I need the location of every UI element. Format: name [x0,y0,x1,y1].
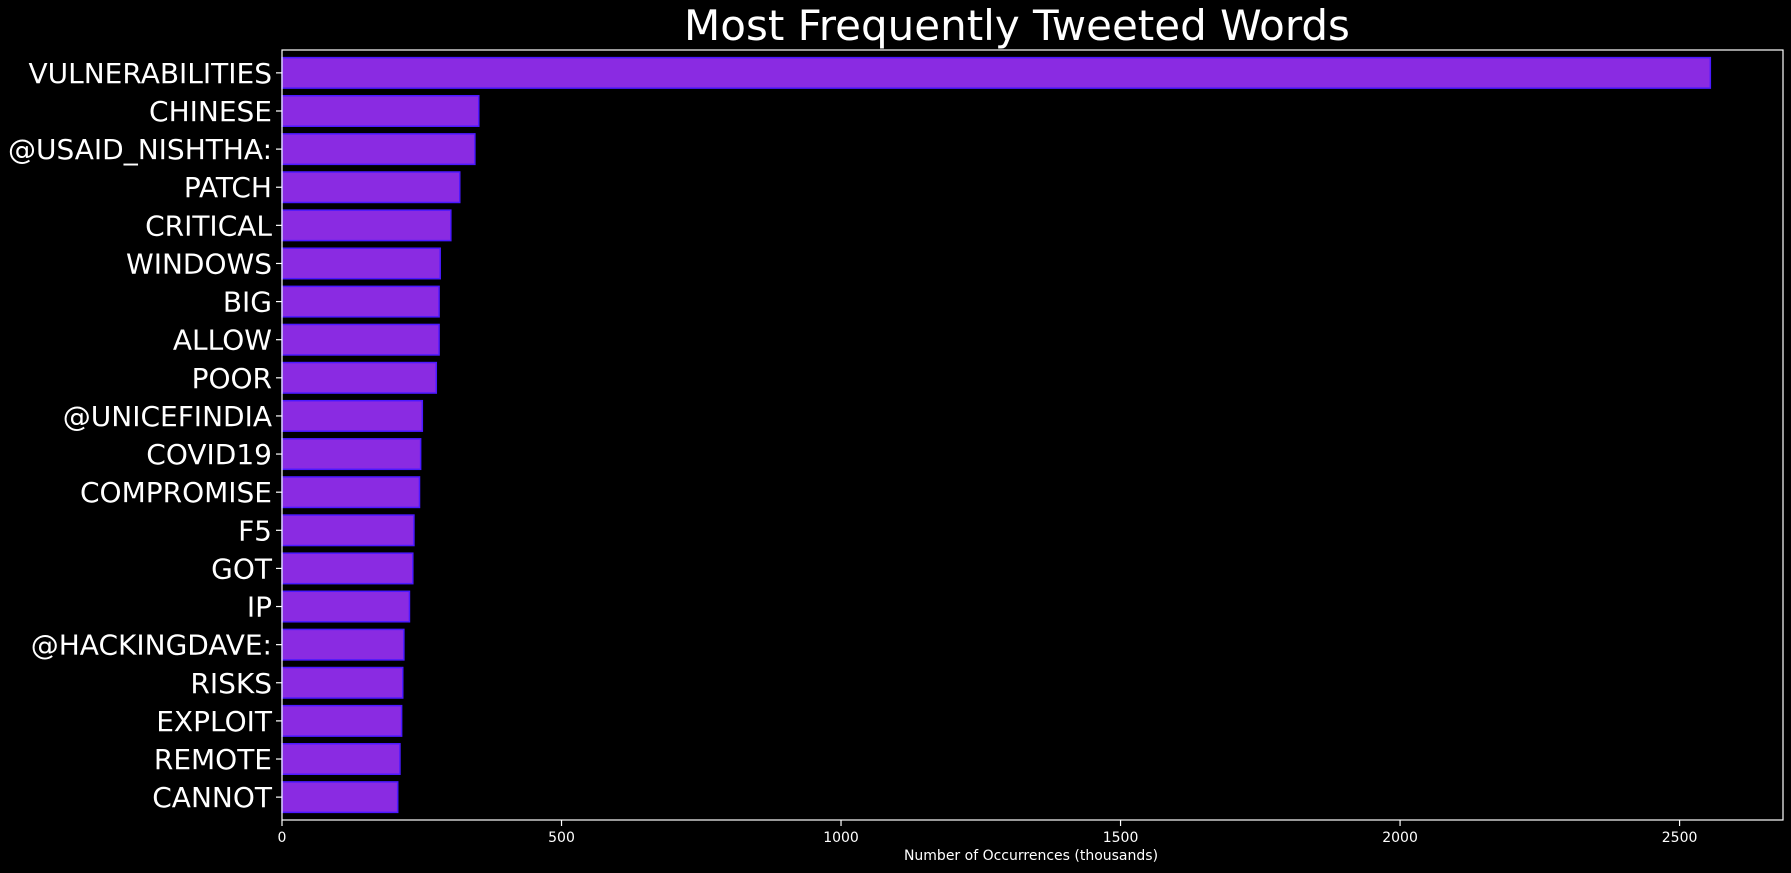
x-tick-label: 1500 [1103,830,1139,846]
bar [281,247,441,280]
y-tick-label: VULNERABILITIES [28,57,272,90]
y-tick-label: PATCH [184,171,272,204]
y-tick-label: POOR [192,362,272,395]
bar [281,666,404,699]
axes-frame [281,49,1784,821]
y-tick-label: CHINESE [149,95,272,128]
y-tick-label: IP [247,591,272,624]
y-tick-label: ALLOW [173,324,272,357]
y-tick-label: BIG [223,286,272,319]
bar [281,514,415,547]
bar [281,209,452,242]
x-tick-label: 0 [278,830,287,846]
y-tick-label: RISKS [190,667,272,700]
y-tick-label: EXPLOIT [156,705,273,738]
bar [281,94,480,127]
bar [281,171,461,204]
y-tick-label: @UNICEFINDIA [63,400,272,433]
y-tick-label: WINDOWS [126,247,272,280]
y-tick-label: COMPROMISE [80,476,272,509]
y-tick-label: REMOTE [154,743,272,776]
bars-group [281,56,1712,814]
x-tick-label: 2500 [1662,830,1698,846]
bar [281,552,414,585]
bar [281,476,421,509]
bar [281,781,399,814]
x-tick-label: 2000 [1382,830,1418,846]
bar [281,704,403,737]
y-tick-label: F5 [238,514,272,547]
x-axis-label: Number of Occurrences (thousands) [904,848,1158,864]
x-axis-ticks: 0 500 1000 1500 2000 2500 [278,820,1698,846]
bar [281,361,438,394]
x-tick-label: 500 [548,830,575,846]
x-tick-label: 1000 [823,830,859,846]
bar [281,743,401,776]
bar [281,285,440,318]
bar [281,628,405,661]
bar [281,133,476,166]
bar [281,399,424,432]
y-tick-label: @USAID_NISHTHA: [8,133,272,166]
bar [281,438,422,471]
bar [281,323,440,356]
chart-title: Most Frequently Tweeted Words [684,1,1350,50]
y-tick-label: @HACKINGDAVE: [31,629,272,662]
y-tick-label: COVID19 [146,438,272,471]
y-tick-label: CANNOT [152,781,273,814]
bar [281,590,411,623]
y-tick-label: GOT [211,552,273,585]
y-tick-label: CRITICAL [145,209,272,242]
y-tick-labels: VULNERABILITIES CHINESE @USAID_NISHTHA: PAT… [8,57,282,814]
bar [281,56,1712,89]
